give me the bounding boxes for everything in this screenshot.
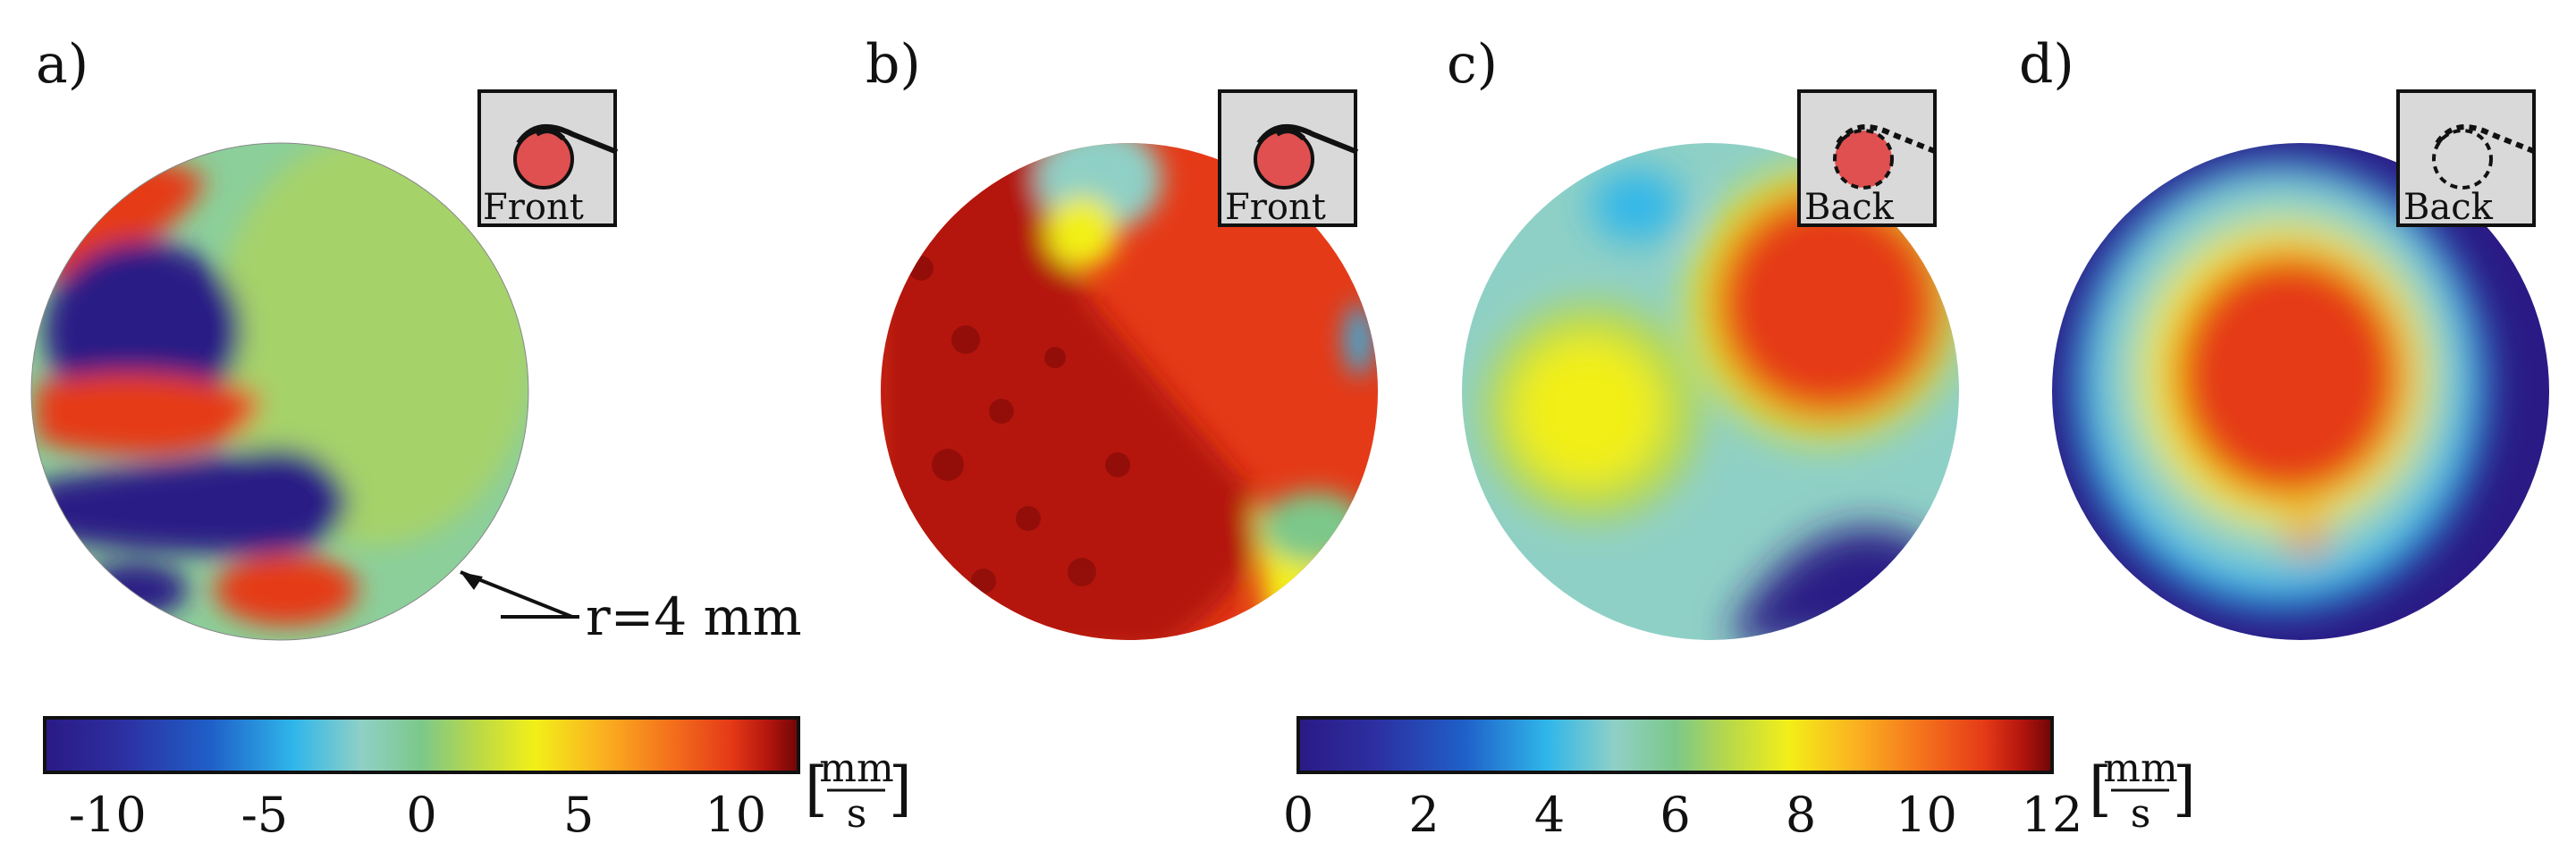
inset-label-d: Back bbox=[2403, 187, 2494, 228]
radius-annotation: r=4 mm bbox=[586, 586, 802, 647]
colorbar-tick-label: 10 bbox=[705, 787, 766, 843]
inset-icon-b: Front bbox=[1218, 89, 1359, 228]
inset-label-c: Back bbox=[1804, 187, 1895, 228]
inset-label-b: Front bbox=[1225, 187, 1326, 228]
panel-d: d) Back bbox=[2019, 33, 2549, 640]
inset-icon-a: Front bbox=[477, 89, 619, 228]
colorbar-sequential: 0 2 4 6 8 10 12 [ mm s ] bbox=[1283, 716, 2196, 843]
velocity-map-b bbox=[881, 143, 1378, 640]
unit-num-2: mm bbox=[2103, 746, 2177, 791]
colorbar-tick-label: 12 bbox=[2022, 787, 2083, 843]
velocity-map-a bbox=[31, 143, 528, 640]
inset-icon-c: Back bbox=[1797, 89, 1938, 228]
colorbar-diverging: -10 -5 0 5 10 [ mm s ] bbox=[43, 716, 912, 843]
colorbar-tick-label: 2 bbox=[1408, 787, 1439, 843]
unit-den-2: s bbox=[2131, 791, 2151, 837]
colorbar-tick-label: 0 bbox=[406, 787, 436, 843]
panel-label-b: b) bbox=[866, 33, 921, 96]
colorbar-tick-label: 8 bbox=[1786, 787, 1816, 843]
colorbar-sequential-ticks: 0 2 4 6 8 10 12 bbox=[1283, 787, 2083, 843]
colorbar-tick-label: 5 bbox=[563, 787, 594, 843]
colorbar-tick-label: 4 bbox=[1534, 787, 1565, 843]
panel-a: a) Front r=4 mm bbox=[30, 33, 802, 647]
unit-bracket-open-1: [ bbox=[805, 754, 828, 823]
unit-den-1: s bbox=[847, 791, 867, 837]
arrow-head bbox=[460, 572, 483, 590]
inset-icon-d: Back bbox=[2396, 89, 2538, 228]
colorbar-tick-label: -10 bbox=[69, 787, 147, 843]
colorbar-tick-label: -5 bbox=[241, 787, 289, 843]
colorbar-sequential-bar bbox=[1296, 716, 2054, 774]
colorbar-tick-label: 6 bbox=[1660, 787, 1690, 843]
panel-c: c) Back bbox=[1447, 33, 1959, 640]
colorbar-tick-label: 10 bbox=[1896, 787, 1957, 843]
unit-bracket-open-2: [ bbox=[2089, 754, 2112, 823]
colorbar-diverging-ticks: -10 -5 0 5 10 bbox=[69, 787, 766, 843]
unit-bracket-close-1: ] bbox=[889, 754, 912, 823]
colorbar-diverging-bar bbox=[43, 716, 800, 774]
colorbar-tick-label: 0 bbox=[1283, 787, 1313, 843]
panel-label-a: a) bbox=[36, 33, 89, 96]
panel-label-c: c) bbox=[1447, 33, 1498, 96]
panel-b: b) bbox=[866, 33, 1378, 640]
panel-label-d: d) bbox=[2019, 33, 2074, 96]
unit-num-1: mm bbox=[819, 746, 893, 791]
inset-label-a: Front bbox=[483, 187, 584, 228]
unit-bracket-close-2: ] bbox=[2173, 754, 2196, 823]
